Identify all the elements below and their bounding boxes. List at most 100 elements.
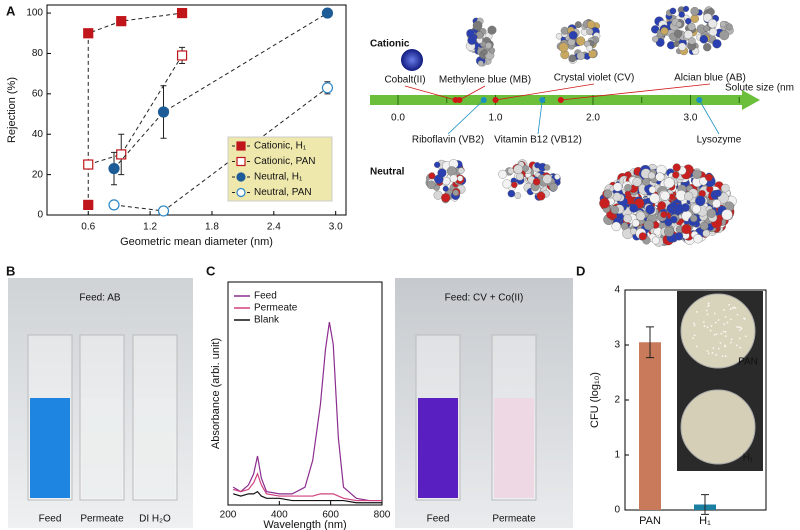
colony <box>707 305 710 308</box>
colony <box>724 355 727 358</box>
atom <box>428 172 436 180</box>
atom <box>719 20 727 28</box>
legend-label: Cationic, H₁ <box>254 141 307 152</box>
colony <box>721 355 724 358</box>
atom <box>610 205 619 214</box>
legend-label: Cationic, PAN <box>254 156 316 167</box>
cuvette-label: Feed <box>427 514 450 525</box>
atom <box>672 163 681 172</box>
atom <box>507 189 516 198</box>
atom <box>706 208 717 218</box>
cuvette-liquid <box>494 398 534 498</box>
y-axis-label: CFU (log₁₀) <box>589 372 601 428</box>
marker <box>176 50 188 61</box>
plate-label: H₁ <box>743 453 754 464</box>
atom <box>631 219 640 228</box>
atom <box>426 180 436 190</box>
colony <box>714 321 717 324</box>
cuvette-liquid <box>418 398 458 498</box>
y-tick-label: 100 <box>26 8 43 19</box>
size-dot <box>492 97 499 103</box>
size-dot <box>557 97 564 103</box>
atom <box>485 42 492 50</box>
atom <box>623 214 632 223</box>
atom <box>513 164 523 175</box>
x-tick-label: 800 <box>374 510 391 521</box>
error-bar <box>646 326 654 359</box>
x-tick-label: 3.0 <box>329 222 343 233</box>
colony <box>717 347 720 350</box>
atom <box>652 35 659 43</box>
atom <box>714 189 722 197</box>
x-tick-label: 400 <box>271 510 288 521</box>
atom <box>568 54 577 63</box>
atom <box>720 183 730 193</box>
colony <box>692 337 694 340</box>
colony <box>738 326 740 328</box>
colony <box>739 326 742 329</box>
molecule-label: Lysozyme <box>697 135 742 146</box>
atom <box>693 234 703 244</box>
atom <box>532 178 541 186</box>
atom <box>678 42 687 51</box>
colony <box>734 307 737 309</box>
colony <box>705 309 708 312</box>
atom <box>725 23 733 31</box>
leader-line <box>447 99 485 135</box>
colony <box>724 345 727 348</box>
marker <box>116 16 127 27</box>
y-tick-label: 1 <box>614 450 620 461</box>
leader-line <box>459 85 486 101</box>
atom <box>487 25 497 35</box>
leader-line <box>560 83 711 101</box>
atom <box>521 164 529 172</box>
atom <box>437 168 447 178</box>
scale-arrow <box>370 95 742 105</box>
atom <box>442 185 449 192</box>
legend-marker <box>236 187 246 198</box>
colony <box>710 324 713 327</box>
atom <box>660 27 669 35</box>
atom <box>511 181 518 189</box>
atom <box>446 166 457 176</box>
colony <box>715 353 718 356</box>
atom <box>643 219 655 231</box>
colony <box>693 322 695 325</box>
plate-label: PAN <box>738 357 758 368</box>
y-tick-label: 4 <box>614 285 620 296</box>
atom <box>536 191 546 201</box>
colony <box>707 302 710 305</box>
y-tick-label: 3 <box>614 340 620 351</box>
atom <box>611 221 621 232</box>
colony <box>712 347 715 350</box>
atom <box>699 221 709 231</box>
molecule-label: Riboflavin (VB2) <box>412 135 484 146</box>
marker <box>321 82 334 94</box>
size-dot <box>456 97 463 103</box>
error-bar <box>701 494 709 515</box>
colony <box>730 338 733 341</box>
atom <box>603 189 612 199</box>
atom <box>691 204 701 214</box>
colony <box>719 341 722 344</box>
atom <box>434 161 441 168</box>
marker <box>83 199 94 211</box>
molecule-label: Alcian blue (AB) <box>674 73 746 84</box>
colony <box>722 309 725 311</box>
atom <box>560 26 569 35</box>
colony <box>740 327 743 330</box>
photo-title: Feed: CV + Co(II) <box>445 293 524 304</box>
colony <box>735 344 738 347</box>
atom <box>568 30 578 40</box>
spectrum-line <box>232 322 382 502</box>
leader-line <box>495 83 595 101</box>
leader-line <box>404 85 456 101</box>
atom <box>632 177 642 187</box>
colony <box>736 313 739 316</box>
colony <box>731 307 734 310</box>
legend-label: Neutral, H₁ <box>254 172 303 183</box>
atom <box>688 37 696 45</box>
atom <box>574 21 582 29</box>
atom <box>690 214 698 223</box>
colony <box>713 312 716 315</box>
